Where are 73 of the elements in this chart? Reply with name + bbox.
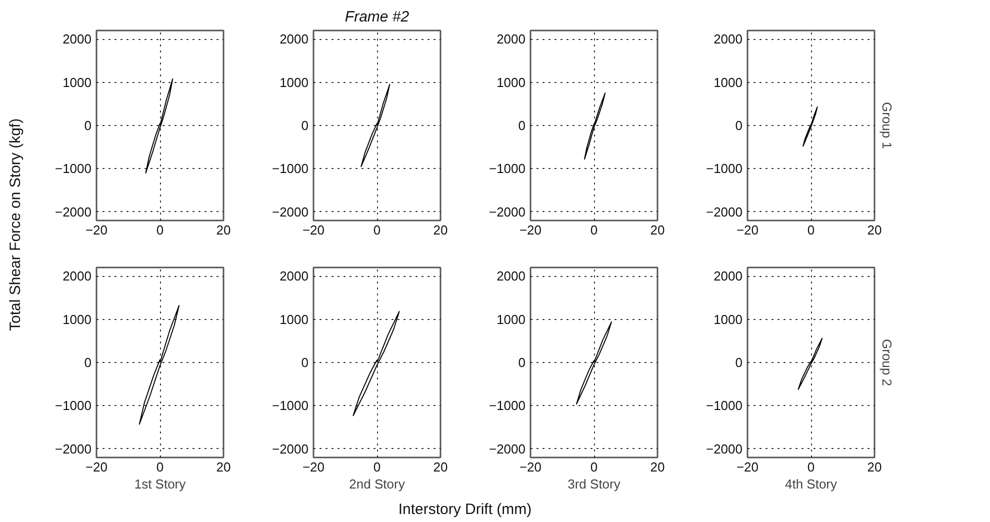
- y-tick-label: −2000: [54, 204, 92, 220]
- y2-axis-title: Group 1: [880, 102, 894, 149]
- y-axis-title: Total Shear Force on Story (kgf): [6, 118, 25, 332]
- y-tick-label: −1000: [272, 161, 309, 176]
- y-tick-label: 0: [735, 355, 743, 370]
- y-tick-label: 0: [518, 118, 526, 133]
- y2-axis-title: Group 2: [880, 339, 894, 386]
- y-tick-label: −1000: [706, 161, 743, 176]
- text: Interstory Drift (mm): [398, 500, 532, 520]
- y-tick-label: −1000: [706, 398, 743, 414]
- y-tick-label: −2000: [706, 441, 743, 456]
- y-tick-label: 2000: [280, 32, 308, 47]
- x-tick-label: 20: [433, 460, 448, 474]
- x-tick-label: −20: [302, 222, 325, 238]
- x-tick-label: 0: [590, 222, 598, 238]
- y-tick-label: 0: [735, 118, 743, 133]
- y-tick-label: 1000: [62, 312, 92, 327]
- x-tick-label: −20: [85, 460, 108, 474]
- y-tick-label: 0: [301, 118, 309, 133]
- x-tick-label: −20: [302, 460, 325, 474]
- y-tick-label: 2000: [496, 268, 526, 284]
- y-tick-label: −2000: [488, 204, 526, 220]
- x-tick-label: −20: [519, 222, 542, 238]
- x-tick-label: 0: [373, 460, 381, 474]
- y-tick-label: 1000: [62, 74, 92, 90]
- y-tick-label: 2000: [62, 268, 92, 284]
- y-tick-label: −1000: [54, 161, 92, 176]
- x-tick-label: 0: [156, 460, 164, 474]
- y-tick-label: 1000: [280, 74, 308, 90]
- x-tick-label: 0: [807, 460, 815, 474]
- y-tick-label: 1000: [280, 312, 308, 327]
- x-tick-label: 0: [807, 222, 815, 238]
- y-tick-label: 2000: [280, 268, 308, 284]
- y-tick-label: 2000: [714, 32, 742, 47]
- y-tick-label: 2000: [714, 268, 742, 284]
- y-tick-label: 2000: [62, 32, 92, 47]
- y-tick-label: 0: [84, 118, 92, 133]
- y-tick-label: −1000: [488, 161, 526, 176]
- y-tick-label: −1000: [54, 398, 92, 414]
- y-tick-label: 1000: [496, 312, 526, 327]
- y-tick-label: −2000: [706, 204, 743, 220]
- x-tick-label: 20: [433, 222, 448, 238]
- x-tick-label: 20: [650, 222, 665, 238]
- x-tick-label: 0: [373, 222, 381, 238]
- y-tick-label: −2000: [488, 441, 526, 456]
- x-tick-label: 20: [216, 460, 231, 474]
- y-tick-label: 0: [84, 355, 92, 370]
- x-tick-label: −20: [736, 222, 759, 238]
- x-axis-title: 4th Story: [784, 476, 838, 492]
- x-tick-label: −20: [85, 222, 108, 238]
- y-tick-label: 1000: [714, 74, 742, 90]
- y-tick-label: −1000: [272, 398, 309, 414]
- x-tick-label: 20: [650, 460, 665, 474]
- chart-title: Frame #2: [344, 8, 410, 26]
- x-tick-label: 20: [216, 222, 231, 238]
- y-tick-label: 0: [518, 355, 526, 370]
- y-tick-label: −2000: [272, 204, 309, 220]
- y-tick-label: −1000: [488, 398, 526, 414]
- y-tick-label: 0: [301, 355, 309, 370]
- y-tick-label: −2000: [272, 441, 309, 456]
- x-tick-label: −20: [736, 460, 759, 474]
- y-tick-label: −2000: [54, 441, 92, 456]
- x-axis-title: 3rd Story: [568, 476, 621, 492]
- x-axis-title: 2nd Story: [349, 476, 406, 492]
- x-tick-label: −20: [519, 460, 542, 474]
- y-tick-label: 1000: [496, 74, 526, 90]
- x-tick-label: 20: [867, 222, 882, 238]
- y-tick-label: 1000: [714, 312, 742, 327]
- x-tick-label: 20: [867, 460, 882, 474]
- x-tick-label: 0: [156, 222, 164, 238]
- x-tick-label: 0: [590, 460, 598, 474]
- y-tick-label: 2000: [496, 32, 526, 47]
- x-axis-title: 1st Story: [134, 476, 186, 492]
